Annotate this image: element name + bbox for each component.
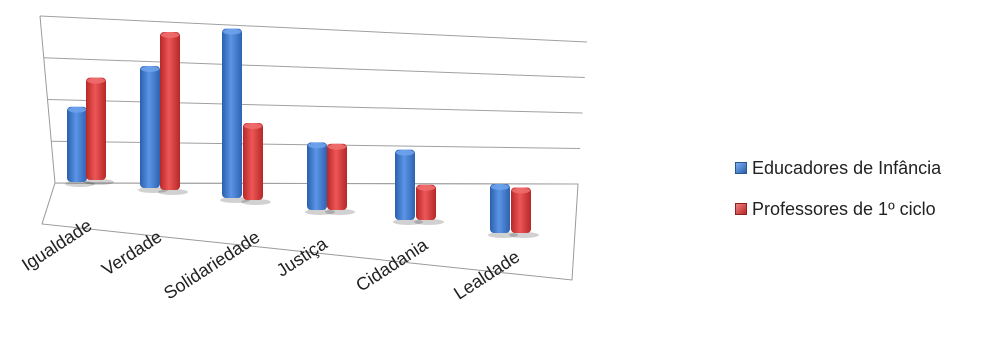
bar-professores-2: [241, 123, 271, 205]
gridline: [47, 99, 583, 114]
x-tick-label: Igualdade: [18, 215, 95, 275]
bar-educadores-3: [305, 142, 335, 215]
legend-item-series-0: Educadores de Infância: [735, 158, 941, 178]
bar-professores-5: [509, 187, 539, 238]
gridline: [39, 15, 588, 43]
bar-educadores-0: [65, 106, 95, 187]
legend-swatch-blue: [735, 162, 747, 174]
x-tick-label: Verdade: [98, 226, 165, 279]
bar-educadores-1: [138, 66, 168, 193]
legend-item-series-1: Professores de 1º ciclo: [735, 199, 941, 219]
bar-educadores-4: [393, 149, 423, 225]
bar-professores-3: [325, 143, 355, 215]
bars: [65, 28, 539, 238]
x-tick-label: Lealdade: [450, 246, 523, 303]
bar-educadores-2: [220, 28, 250, 203]
x-tick-label: Justiça: [273, 233, 332, 281]
x-tick-label: Cidadania: [352, 234, 432, 295]
legend: Educadores de Infância Professores de 1º…: [735, 158, 941, 240]
bar-educadores-5: [488, 184, 518, 238]
gridline: [43, 57, 585, 78]
bar-professores-0: [84, 77, 114, 185]
legend-label: Professores de 1º ciclo: [752, 198, 936, 219]
bar-professores-1: [158, 32, 188, 195]
bar-professores-4: [414, 184, 444, 225]
legend-swatch-red: [735, 203, 747, 215]
legend-label: Educadores de Infância: [752, 157, 942, 178]
